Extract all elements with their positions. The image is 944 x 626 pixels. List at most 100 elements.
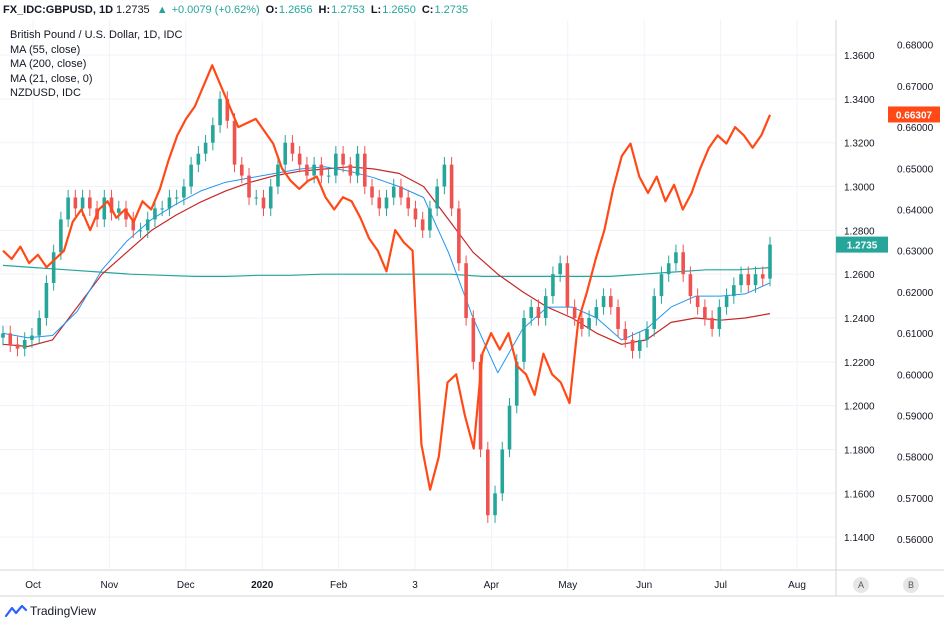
legend-ma55[interactable]: MA (55, close)	[10, 43, 81, 56]
left-tick-label: 1.2600	[844, 270, 875, 281]
right-tick-label: 0.62000	[897, 288, 934, 299]
price-axis-left: 1.3600 1.3400 1.3200 1.3000 1.2800 1.2600 1.24…	[844, 51, 875, 544]
candle-body	[196, 153, 201, 165]
price-axis-right: 0.68000 0.67000 0.66000 0.65000 0.64000 0.630…	[897, 41, 934, 546]
legend-ma200[interactable]: MA (200, close)	[10, 58, 87, 70]
candle-body	[507, 405, 512, 450]
candle-body	[391, 186, 396, 198]
candle-body	[30, 335, 34, 340]
candle-body	[666, 263, 671, 275]
left-tick-label: 1.2400	[844, 314, 875, 325]
time-tick-label: Jul	[714, 580, 727, 591]
candle-body	[717, 307, 722, 329]
candlesticks	[1, 91, 772, 523]
candle-body	[174, 197, 179, 199]
candle-body	[362, 153, 367, 187]
candle-body	[529, 307, 534, 319]
nzdusd-price-badge-label: 0.66307	[896, 110, 933, 121]
low-value: 1.2650	[382, 4, 416, 16]
header-last: 1.2735	[116, 4, 150, 16]
right-tick-label: 0.58000	[897, 453, 934, 464]
candle-body	[73, 197, 78, 209]
candle-body	[377, 197, 382, 209]
brand-name: TradingView	[30, 604, 97, 618]
left-tick-label: 1.2800	[844, 226, 875, 237]
candle-body	[493, 493, 497, 516]
candle-body	[522, 318, 526, 362]
candle-body	[225, 98, 230, 121]
nzdusd-series-line	[2, 64, 772, 491]
candle-body	[681, 252, 685, 275]
candle-body	[312, 164, 316, 176]
candle-body	[145, 219, 150, 231]
up-arrow-icon: ▲	[156, 4, 168, 16]
left-tick-label: 1.3400	[844, 95, 875, 106]
candle-body	[406, 197, 411, 209]
candle-body	[384, 197, 389, 209]
open-value: 1.2656	[278, 4, 313, 16]
candle-body	[514, 361, 519, 406]
candle-body	[580, 318, 584, 329]
candle-body	[724, 296, 729, 308]
candle-body	[645, 328, 649, 340]
candle-body	[261, 197, 266, 209]
candle-body	[652, 296, 657, 329]
left-tick-label: 1.3200	[844, 139, 875, 150]
candle-body	[500, 449, 505, 494]
chart-grid	[0, 20, 836, 570]
symbol-name[interactable]: FX_IDC:GBPUSD, 1D	[3, 4, 114, 16]
candle-body	[218, 98, 222, 126]
candle-body	[109, 197, 114, 213]
time-tick-label: 2020	[251, 580, 274, 591]
candle-body	[464, 263, 468, 319]
time-tick-label: Apr	[484, 580, 500, 591]
candle-body	[457, 208, 461, 264]
base-scale-button[interactable]: B	[903, 577, 919, 593]
nzdusd-price-badge-bg	[888, 106, 940, 123]
tradingview-logo[interactable]: TradingView	[5, 604, 96, 618]
moving-averages	[2, 166, 771, 374]
time-tick-label: Dec	[177, 580, 195, 591]
candle-body	[182, 186, 186, 198]
candle-body	[153, 208, 157, 220]
candle-body	[8, 333, 13, 345]
right-tick-label: 0.60000	[897, 370, 934, 381]
left-tick-label: 1.3600	[844, 51, 875, 62]
auto-scale-button[interactable]: A	[853, 577, 869, 593]
candle-body	[370, 186, 374, 198]
candle-body	[211, 125, 215, 143]
candle-body	[471, 318, 476, 362]
right-tick-label: 0.68000	[897, 41, 934, 52]
candle-body	[572, 307, 577, 319]
left-tick-label: 1.1400	[844, 533, 875, 544]
legend-ma21[interactable]: MA (21, close, 0)	[10, 72, 93, 85]
candle-body	[486, 449, 490, 516]
candle-body	[80, 197, 85, 209]
price-chart[interactable]: 1.3600 1.3400 1.3200 1.3000 1.2800 1.2600 1.24…	[0, 20, 944, 598]
candle-body	[59, 219, 63, 253]
candle-body	[102, 197, 107, 220]
time-tick-label: Aug	[788, 580, 806, 591]
right-tick-label: 0.61000	[897, 329, 934, 340]
right-tick-label: 0.66000	[897, 123, 934, 134]
left-tick-label: 1.3000	[844, 183, 875, 194]
legend-nzdusd[interactable]: NZDUSD, IDC	[10, 87, 81, 99]
candle-body	[695, 296, 700, 308]
candle-body	[22, 339, 27, 349]
candle-body	[203, 142, 208, 154]
ma200-line	[2, 264, 771, 277]
candle-body	[247, 175, 251, 198]
candle-body	[341, 153, 345, 165]
candle-body	[420, 219, 425, 231]
time-tick-label: Jun	[636, 580, 652, 591]
candle-body	[739, 274, 743, 286]
candle-body	[189, 164, 193, 187]
legend-main-series[interactable]: British Pound / U.S. Dollar, 1D, IDC	[10, 29, 183, 41]
time-tick-label: 3	[412, 580, 418, 591]
candle-body	[688, 274, 693, 297]
candle-body	[760, 274, 765, 279]
left-tick-label: 1.2200	[844, 358, 875, 369]
candle-body	[442, 164, 447, 187]
right-tick-label: 0.56000	[897, 535, 934, 546]
candle-body	[305, 164, 309, 176]
